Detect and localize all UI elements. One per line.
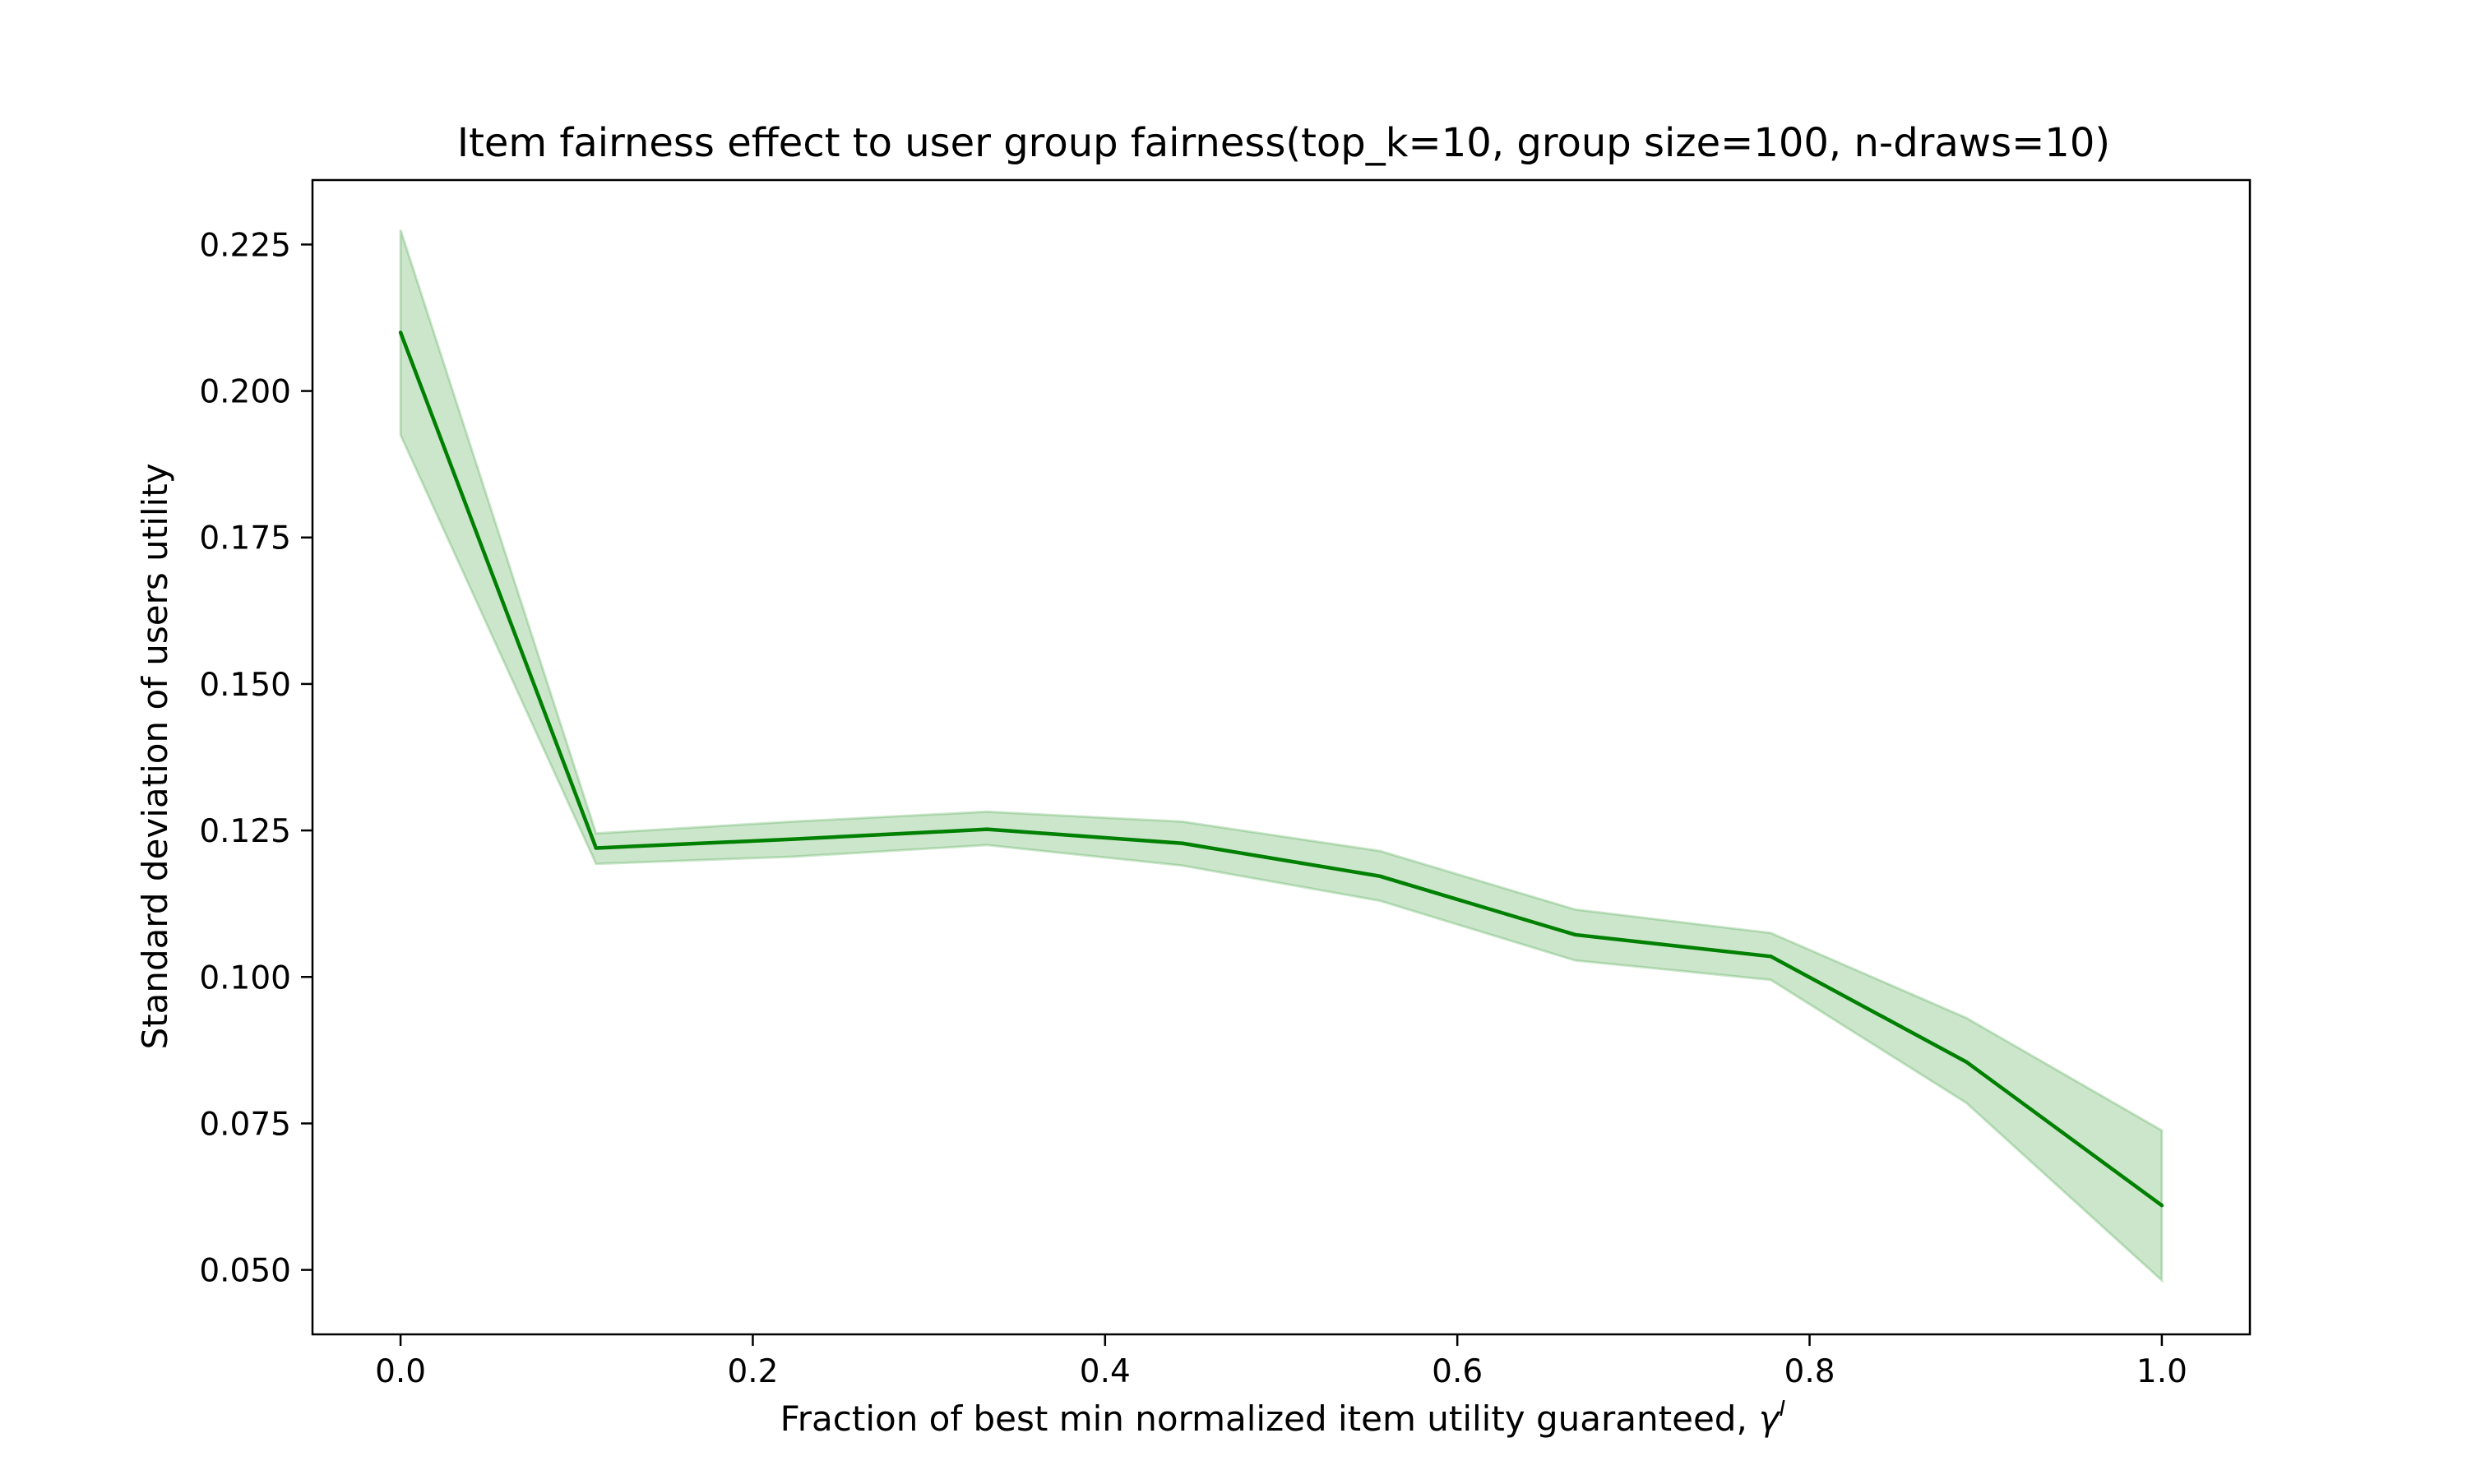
y-tick-label: 0.100 — [199, 959, 291, 996]
y-tick-label: 0.075 — [199, 1106, 291, 1143]
data-point — [1180, 841, 1185, 845]
y-tick-label: 0.175 — [199, 520, 291, 557]
data-point — [1964, 1060, 1969, 1064]
y-tick-label: 0.150 — [199, 667, 291, 704]
data-point — [789, 837, 794, 841]
plot-frame — [311, 178, 2252, 1336]
data-point — [1377, 874, 1382, 878]
x-tick-label: 1.0 — [2136, 1353, 2187, 1390]
y-tick-label: 0.225 — [199, 227, 291, 264]
x-axis-label-superscript: I — [1780, 1397, 1786, 1422]
y-tick-label: 0.050 — [199, 1253, 291, 1290]
axes: 0.0 0.2 0.4 0.6 0.8 1.0 0.050 0.075 0.100 0.125 0.… — [199, 178, 2252, 1390]
data-point — [2159, 1204, 2164, 1208]
data-point — [398, 331, 403, 335]
x-tick-label: 0.0 — [375, 1353, 426, 1390]
x-axis-label-symbol: γ — [1759, 1398, 1781, 1439]
y-axis-label: Standard deviation of users utility — [135, 463, 175, 1049]
plot-area — [398, 229, 2164, 1283]
confidence-band-0 — [399, 229, 2164, 1283]
data-point — [985, 827, 989, 831]
x-tick-label: 0.8 — [1784, 1353, 1835, 1390]
x-tick-label: 0.6 — [1432, 1353, 1483, 1390]
x-tick-label: 0.2 — [727, 1353, 778, 1390]
y-tick-label: 0.125 — [199, 813, 291, 850]
chart-title: Item fairness effect to user group fairn… — [457, 120, 2110, 166]
series-line-0 — [398, 331, 2164, 1208]
data-point — [1573, 932, 1577, 937]
x-axis-label: Fraction of best min normalized item uti… — [780, 1397, 1786, 1439]
data-point — [594, 846, 599, 850]
data-point — [1769, 955, 1773, 959]
y-tick-label: 0.200 — [199, 374, 291, 411]
x-axis-label-text: Fraction of best min normalized item uti… — [780, 1398, 1747, 1439]
x-tick-label: 0.4 — [1080, 1353, 1131, 1390]
